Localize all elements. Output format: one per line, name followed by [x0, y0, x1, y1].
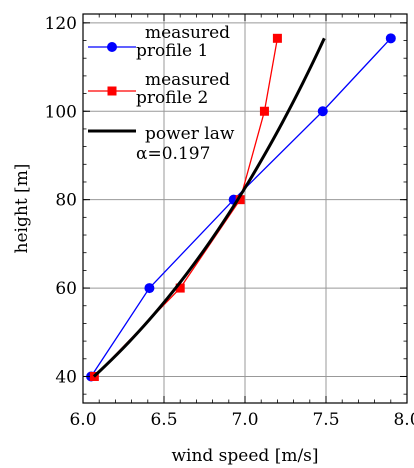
data-point-square	[272, 33, 282, 43]
legend-label: measured	[145, 70, 230, 90]
series-layer	[86, 33, 396, 382]
legend-label: measured	[145, 23, 230, 43]
axis-ticks: 6.0 6.5 7.0 7.5 8.0 40 60 80 100 120	[45, 14, 414, 430]
x-axis-title: wind speed [m/s]	[171, 446, 318, 466]
y-tick-label: 80	[55, 191, 77, 211]
x-tick-label: 7.5	[312, 410, 339, 430]
data-point-circle	[144, 283, 155, 294]
legend-label: profile 1	[136, 41, 208, 61]
power-law-curve	[92, 37, 326, 378]
data-point-circle	[317, 106, 328, 117]
x-tick-label: 6.5	[150, 410, 177, 430]
legend-label: α=0.197	[136, 144, 210, 164]
data-point-square	[259, 106, 269, 116]
grid	[83, 14, 407, 403]
legend-swatch-marker	[107, 42, 117, 52]
x-tick-label: 8.0	[393, 410, 414, 430]
x-tick-label: 6.0	[69, 410, 96, 430]
y-tick-label: 100	[45, 102, 77, 122]
y-tick-label: 120	[45, 14, 77, 34]
data-point-square	[175, 283, 185, 293]
x-tick-label: 7.0	[231, 410, 258, 430]
legend-swatch-marker	[107, 86, 117, 96]
data-point-circle	[385, 33, 396, 44]
series-3	[92, 37, 326, 378]
series-1	[86, 33, 396, 382]
legend-label: power law	[145, 124, 235, 144]
data-point-square	[235, 195, 245, 205]
y-axis-title: height [m]	[12, 164, 32, 254]
y-tick-label: 40	[55, 367, 77, 387]
y-tick-label: 60	[55, 279, 77, 299]
legend-label: profile 2	[136, 88, 208, 108]
